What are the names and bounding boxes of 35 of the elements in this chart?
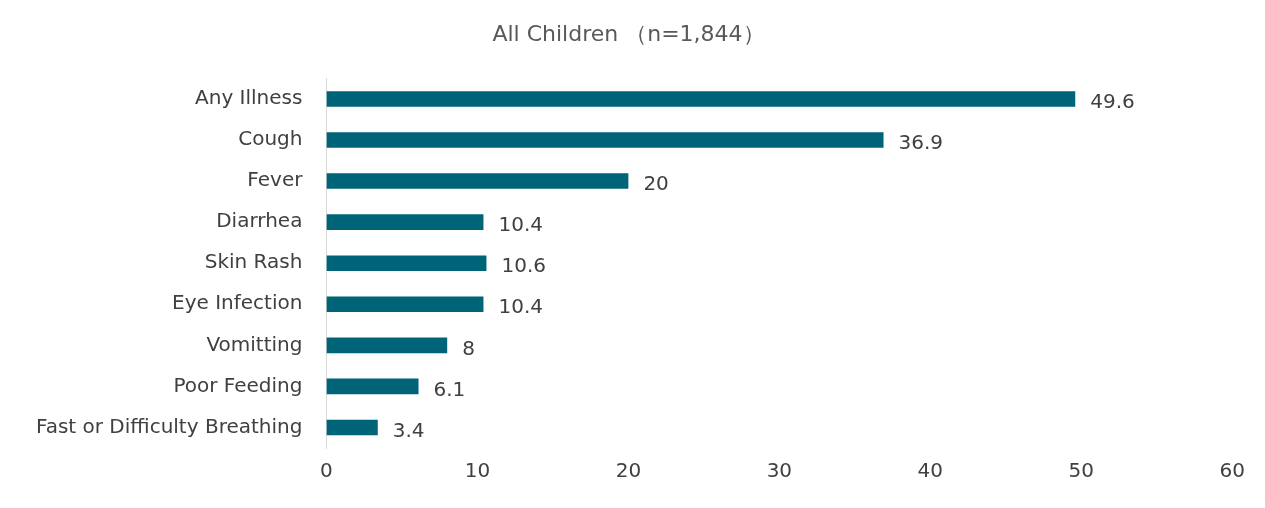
data-label: 20 — [643, 171, 669, 196]
bar — [326, 296, 484, 313]
bar — [326, 132, 884, 148]
data-label: 3.4 — [392, 417, 425, 442]
data-label: 36.9 — [898, 130, 944, 155]
x-tick-label: 20 — [615, 458, 642, 483]
x-tick-label: 10 — [464, 458, 491, 483]
data-label: 8 — [462, 335, 475, 360]
y-tick-label: Poor Feeding — [173, 372, 303, 397]
y-tick-label: Eye Infection — [172, 290, 303, 315]
y-tick-label: Vomitting — [206, 331, 303, 356]
data-label: 10.6 — [501, 253, 546, 278]
bar — [326, 173, 629, 189]
bar — [326, 419, 378, 436]
x-tick-label: 40 — [917, 458, 944, 483]
y-tick-label: Skin Rash — [204, 249, 303, 274]
y-tick-label: Any Illness — [195, 85, 303, 110]
bar — [326, 214, 484, 230]
x-tick-label: 60 — [1219, 458, 1245, 483]
x-tick-label: 30 — [766, 458, 793, 483]
y-tick-label: Fast or Difficulty Breathing — [35, 413, 303, 438]
data-label: 10.4 — [498, 294, 543, 319]
bar — [326, 255, 487, 271]
bar — [326, 378, 419, 395]
data-label: 6.1 — [433, 376, 466, 401]
bar — [326, 337, 448, 354]
data-label: 49.6 — [1090, 89, 1135, 114]
bar — [326, 91, 1076, 107]
data-label: 10.4 — [498, 212, 543, 237]
chart-title: All Children （n=1,844） — [492, 20, 765, 46]
x-tick-label: 50 — [1068, 458, 1095, 483]
x-tick-label: 0 — [320, 458, 333, 483]
y-tick-label: Fever — [247, 167, 304, 192]
y-tick-label: Cough — [238, 126, 303, 151]
y-tick-label: Diarrhea — [216, 208, 303, 233]
